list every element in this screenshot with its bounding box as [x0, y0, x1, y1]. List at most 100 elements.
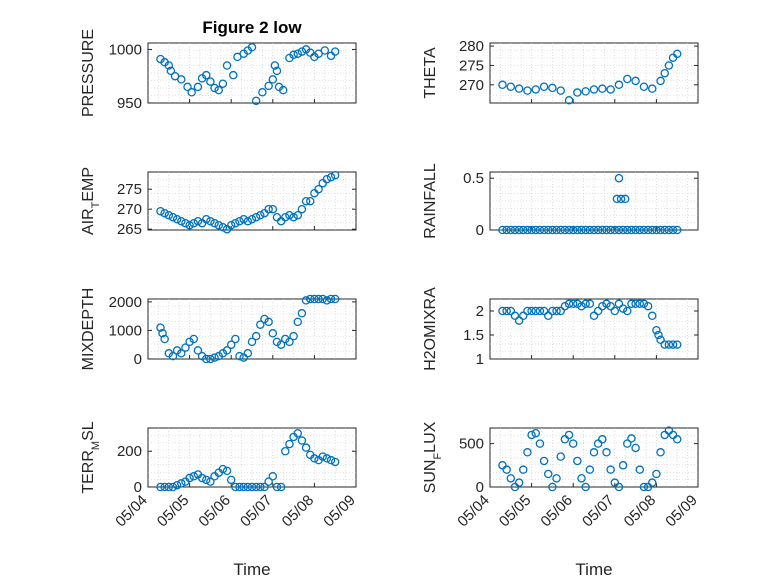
data-point [185, 473, 194, 483]
data-point [539, 82, 549, 91]
y-tick-label: 0 [134, 351, 142, 368]
data-point [177, 216, 186, 226]
data-point [614, 299, 624, 309]
data-point [623, 306, 632, 316]
data-point [620, 194, 630, 204]
data-point [514, 84, 524, 93]
data-point [577, 474, 586, 483]
data-point [264, 204, 273, 214]
data-point [602, 299, 611, 309]
data-point [623, 225, 632, 235]
data-point [510, 225, 520, 235]
data-point [527, 306, 536, 316]
data-point [251, 331, 261, 341]
data-point [293, 210, 303, 220]
data-point [616, 194, 626, 204]
data-point [660, 68, 669, 78]
data-point [226, 475, 236, 485]
data-point [614, 80, 624, 90]
y-tick-label: 2 [476, 303, 484, 320]
data-point [166, 66, 176, 76]
data-point [564, 430, 574, 440]
data-point [647, 84, 657, 93]
data-point [239, 214, 248, 224]
data-point [523, 448, 532, 457]
data-point [556, 86, 565, 95]
data-point [498, 80, 507, 90]
data-point [585, 299, 595, 309]
data-point [235, 351, 244, 361]
data-point [268, 329, 278, 338]
data-point [543, 225, 553, 235]
data-point [577, 301, 586, 311]
y-tick-label: 1.5 [463, 327, 484, 344]
y-tick-label: 0 [476, 222, 484, 239]
data-point [156, 482, 165, 492]
data-point [206, 77, 215, 86]
data-point [160, 208, 169, 218]
data-point [210, 353, 219, 362]
data-point [543, 469, 553, 479]
data-point [297, 204, 307, 214]
data-point [573, 88, 582, 97]
data-point [573, 225, 582, 235]
data-point [206, 354, 215, 364]
panel-4-frame [489, 171, 699, 231]
data-point [552, 306, 561, 316]
data-point [158, 329, 167, 338]
data-point [556, 225, 565, 235]
data-point [598, 435, 607, 444]
panel-1: 950 1000 PRESSURE [80, 29, 357, 117]
data-point [581, 299, 590, 309]
data-point [206, 477, 215, 486]
data-point [247, 482, 257, 492]
data-point [614, 173, 624, 183]
data-point [672, 435, 682, 444]
data-point [672, 225, 682, 235]
data-point [256, 320, 265, 329]
data-point [322, 454, 332, 463]
data-point [612, 194, 622, 204]
panel-3: 265 270 275 AIRTEMP [80, 167, 357, 238]
data-point [635, 299, 645, 309]
data-point [631, 299, 640, 309]
data-point [664, 225, 674, 235]
data-point [318, 294, 327, 304]
data-point [548, 83, 557, 93]
data-point [519, 465, 528, 474]
data-point [623, 74, 632, 84]
data-point [177, 479, 186, 488]
data-point [623, 439, 632, 448]
data-point [193, 346, 203, 355]
data-point [543, 311, 553, 321]
data-point [593, 306, 603, 316]
panel-5-ylabel: MIXDEPTH [80, 288, 97, 371]
data-point [535, 306, 545, 316]
data-point [210, 83, 219, 93]
data-point [310, 294, 319, 304]
data-point [189, 472, 199, 481]
data-point [231, 218, 240, 228]
data-point [514, 478, 524, 487]
data-point [164, 482, 174, 492]
data-point [539, 456, 549, 466]
data-point [647, 478, 657, 487]
data-point [647, 225, 657, 235]
data-point [289, 331, 298, 341]
panel-6: 1 1.5 2 H2OMIXRA [422, 287, 699, 371]
data-point [556, 452, 565, 461]
data-point [672, 49, 682, 59]
data-point [652, 469, 661, 479]
data-point [231, 482, 240, 492]
data-point [235, 216, 244, 226]
data-point [268, 75, 278, 84]
data-point [585, 225, 595, 235]
data-point [606, 465, 615, 474]
data-point [672, 340, 682, 349]
data-point [201, 475, 211, 485]
x-tick-label: 05/04 [454, 492, 493, 531]
data-point [660, 225, 669, 235]
x-tick-label: 05/04 [112, 492, 151, 531]
